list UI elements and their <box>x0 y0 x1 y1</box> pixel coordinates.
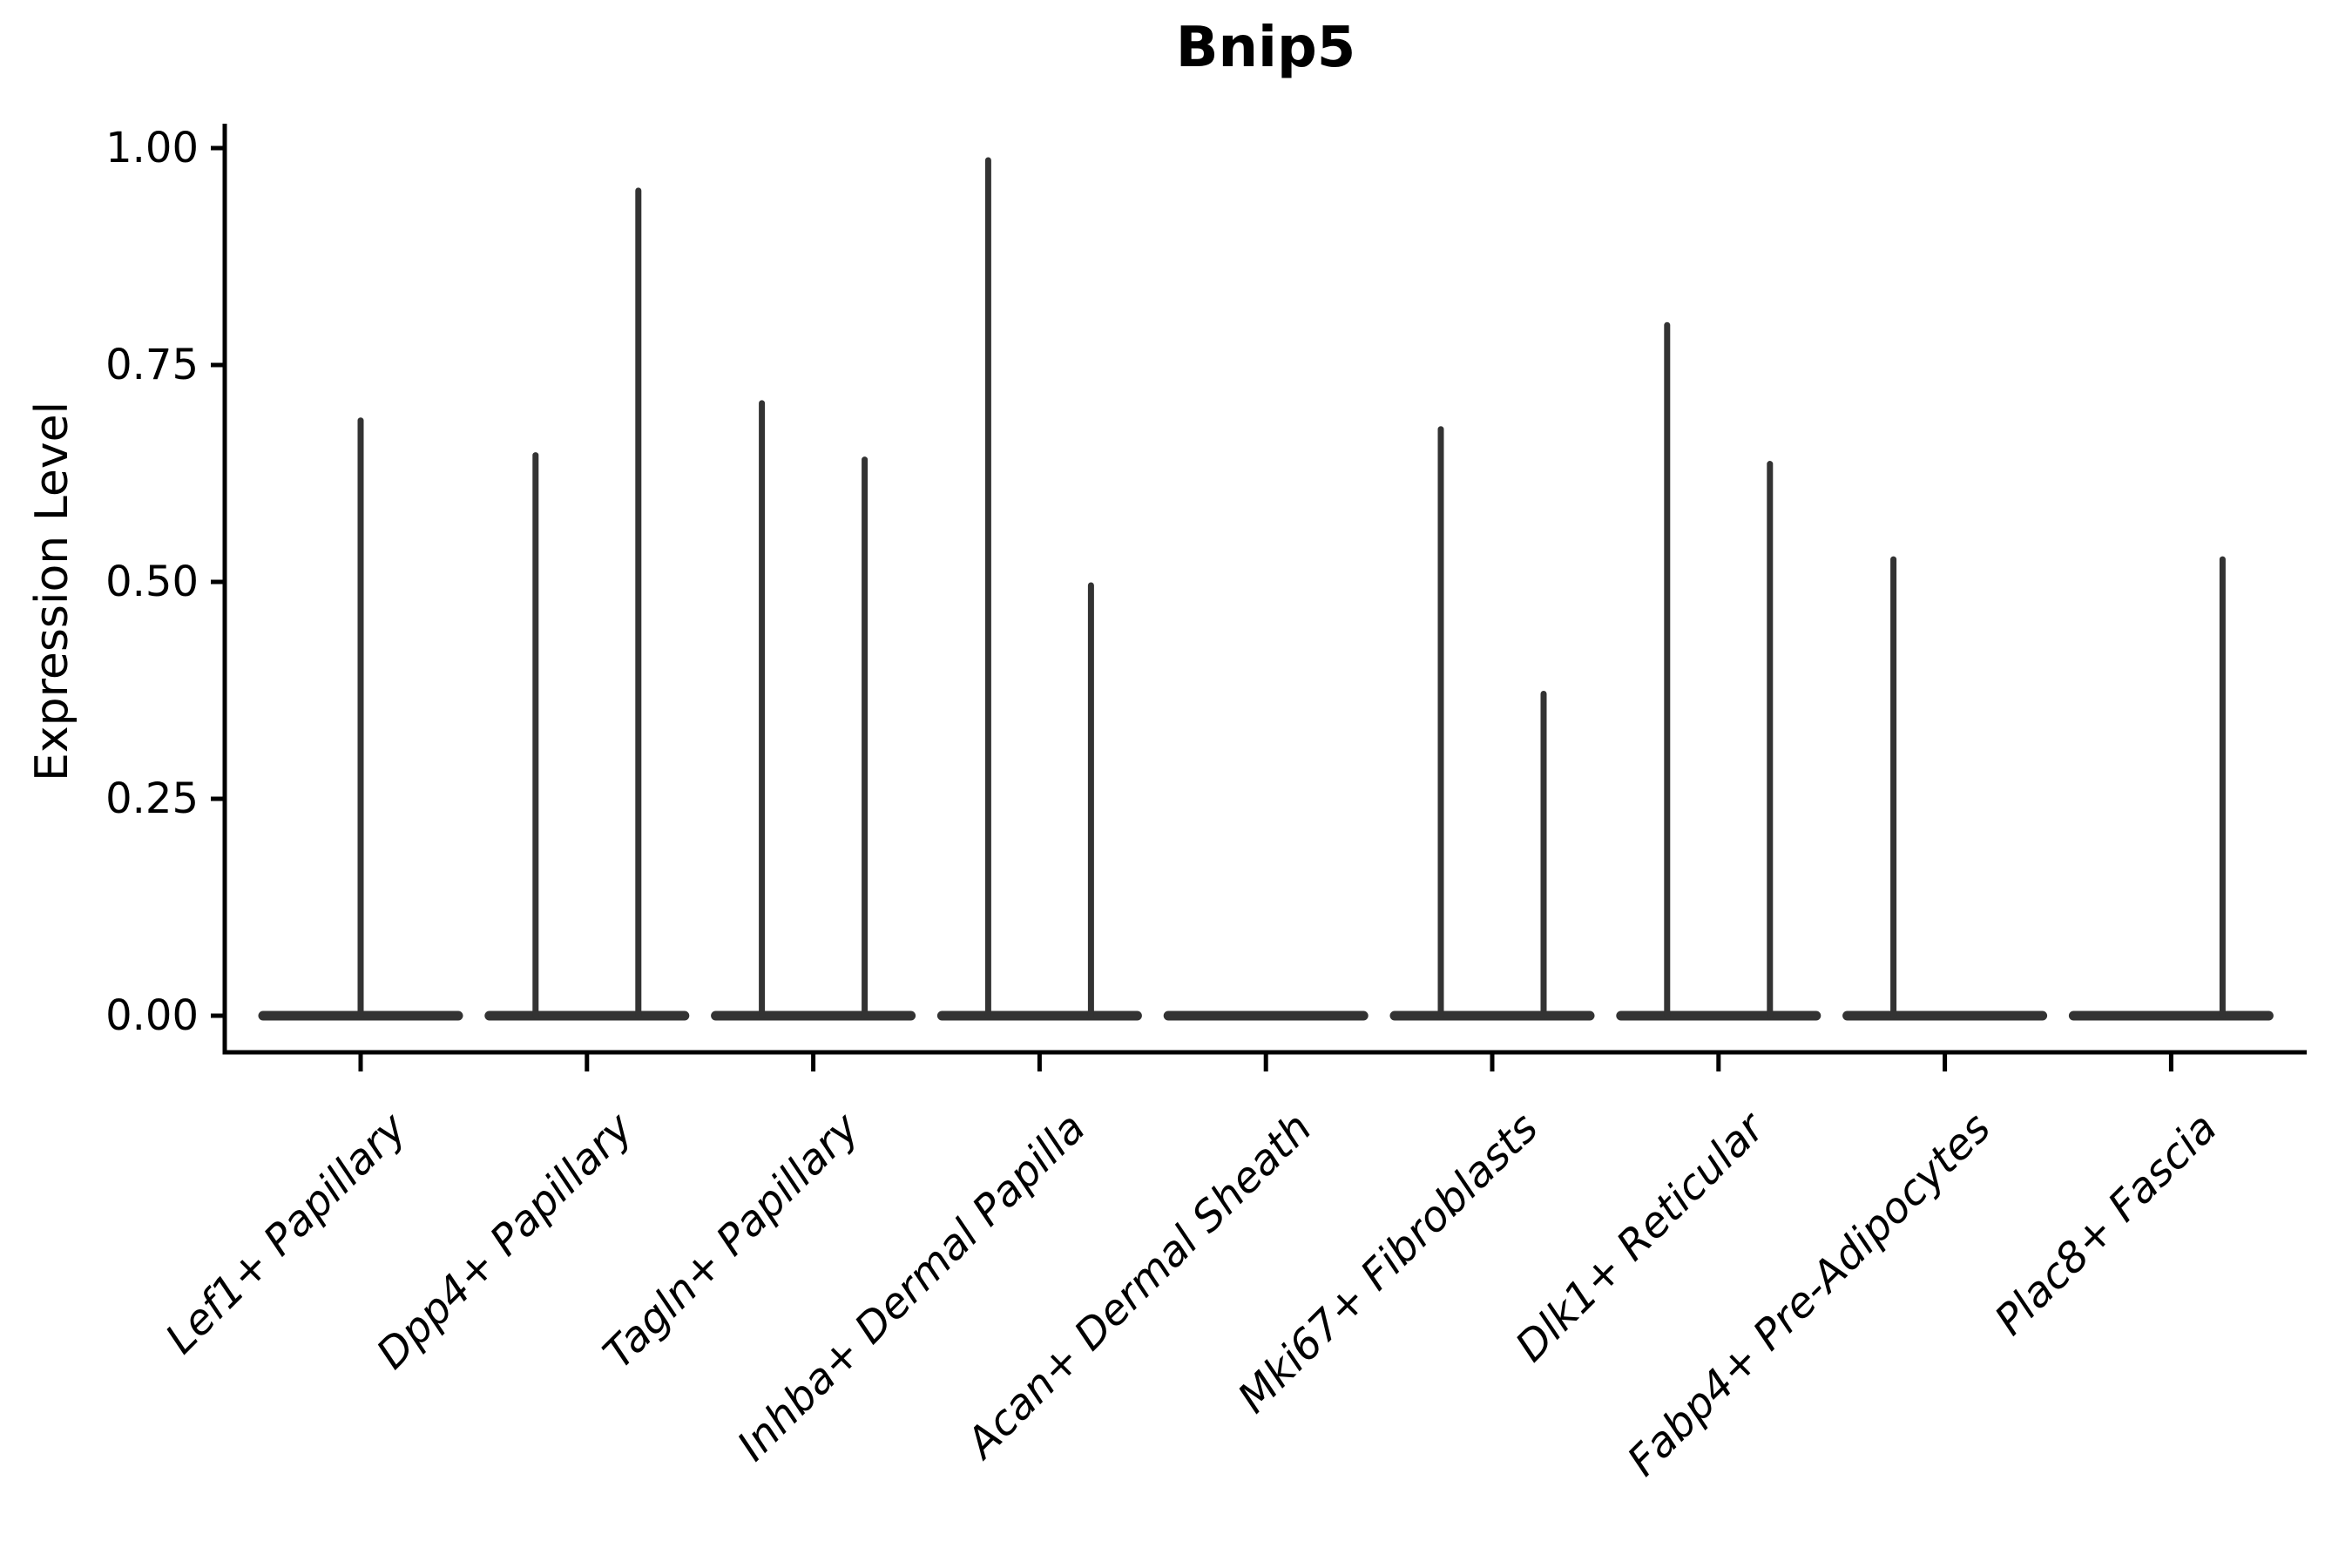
x-category-label: Lef1+ Papillary <box>156 1103 416 1363</box>
x-category-label: Plac8+ Fascia <box>1985 1104 2227 1345</box>
x-category-label: Dlk1+ Reticular <box>1506 1102 1776 1372</box>
y-tick-label: 0.50 <box>105 558 199 606</box>
y-tick-label: 0.25 <box>105 774 199 823</box>
y-tick-label: 0.75 <box>105 341 199 389</box>
y-tick-label: 1.00 <box>105 124 199 172</box>
y-tick-label: 0.00 <box>105 991 199 1040</box>
x-category-label: Fabp4+ Pre-Adipocytes <box>1619 1104 2001 1486</box>
chart-title: Bnip5 <box>1175 16 1356 80</box>
